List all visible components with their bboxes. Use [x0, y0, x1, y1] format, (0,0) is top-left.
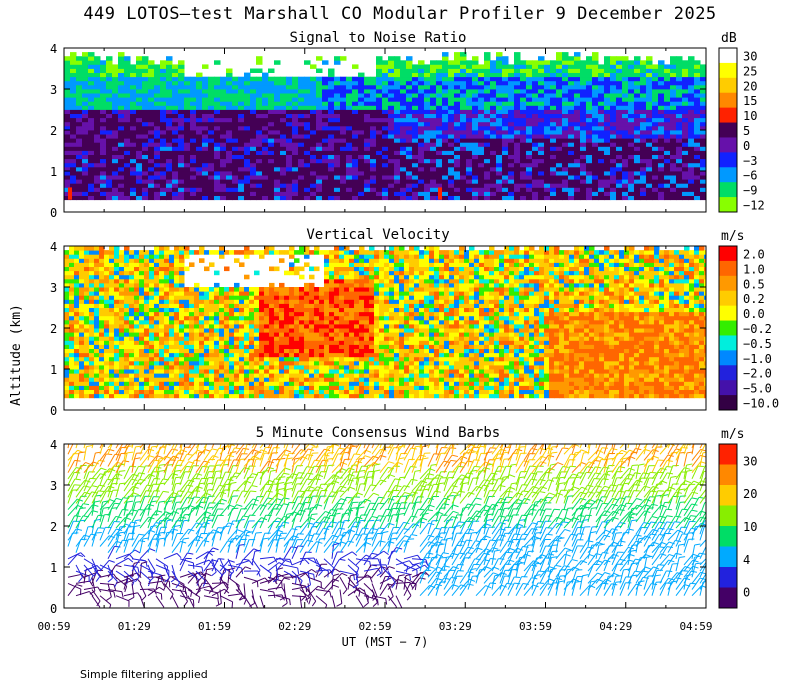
x-tick-label: 04:29 [599, 620, 632, 633]
colorbar-swatch [719, 546, 737, 568]
colorbar-label: 20 [743, 79, 757, 93]
y-tick-label: 3 [50, 83, 57, 97]
y-tick-label: 4 [50, 438, 57, 452]
y-tick-label: 2 [50, 124, 57, 138]
wind-panel-title: 5 Minute Consensus Wind Barbs [255, 425, 501, 441]
velocity-heatmap [64, 246, 706, 399]
y-tick-label: 0 [50, 602, 57, 616]
y-tick-label: 2 [50, 322, 57, 336]
colorbar-swatch [719, 305, 737, 322]
colorbar-label: 20 [743, 487, 757, 501]
colorbar-label: 4 [743, 553, 750, 567]
colorbar-swatch [719, 505, 737, 527]
colorbar-label: −1.0 [743, 352, 772, 366]
colorbar-swatch [719, 137, 737, 153]
colorbar-swatch [719, 380, 737, 396]
colorbar-label: 0.0 [743, 307, 765, 321]
colorbar-swatch [719, 444, 737, 465]
colorbar-swatch [719, 152, 737, 168]
x-tick-label: 01:59 [198, 620, 231, 633]
y-tick-label: 0 [50, 206, 57, 220]
colorbar-swatch [719, 365, 737, 381]
colorbar-swatch [719, 567, 737, 588]
x-tick-label: 01:29 [118, 620, 151, 633]
colorbar-unit: m/s [721, 229, 744, 244]
colorbar-label: −2.0 [743, 367, 772, 381]
colorbar-unit: dB [721, 31, 737, 46]
x-axis-label: UT (MST − 7) [342, 635, 429, 649]
colorbar-label: 2.0 [743, 247, 765, 261]
colorbar-label: 1.0 [743, 262, 765, 276]
colorbar-label: −0.2 [743, 322, 772, 336]
x-tick-label: 00:59 [37, 620, 70, 633]
colorbar-swatch [719, 464, 737, 486]
colorbar-label: 0 [743, 586, 750, 600]
main-title: 449 LOTOS—test Marshall CO Modular Profi… [83, 4, 717, 24]
y-tick-label: 2 [50, 520, 57, 534]
colorbar-label: 30 [743, 454, 757, 468]
colorbar-swatch [719, 167, 737, 183]
colorbar-label: 5 [743, 124, 750, 138]
colorbar-label: −3 [743, 154, 757, 168]
colorbar-unit: m/s [721, 427, 744, 442]
colorbar-swatch [719, 275, 737, 292]
footnote: Simple filtering applied [80, 668, 208, 681]
y-tick-label: 4 [50, 42, 57, 56]
colorbar-label: 0.5 [743, 277, 765, 291]
colorbar-label: −12 [743, 199, 765, 213]
colorbar-label: 30 [743, 49, 757, 63]
colorbar-swatch [719, 526, 737, 547]
y-tick-label: 1 [50, 363, 57, 377]
x-tick-label: 03:29 [439, 620, 472, 633]
y-tick-label: 0 [50, 404, 57, 418]
colorbar-label: 0.2 [743, 292, 765, 306]
colorbar-label: 15 [743, 94, 757, 108]
y-tick-label: 4 [50, 240, 57, 254]
colorbar-label: 25 [743, 64, 757, 78]
colorbar-swatch [719, 182, 737, 198]
colorbar-swatch [719, 122, 737, 138]
colorbar-label: 10 [743, 520, 757, 534]
y-tick-label: 3 [50, 281, 57, 295]
y-axis-label: Altitude (km) [9, 304, 24, 406]
colorbar-swatch [719, 587, 737, 609]
y-tick-label: 1 [50, 165, 57, 179]
x-tick-label: 02:59 [358, 620, 391, 633]
colorbar-swatch [719, 107, 737, 124]
x-tick-label: 03:59 [519, 620, 552, 633]
colorbar-label: −6 [743, 169, 757, 183]
colorbar-label: −5.0 [743, 382, 772, 396]
colorbar-swatch [719, 92, 737, 109]
colorbar-swatch [719, 62, 737, 79]
colorbar-label: −10.0 [743, 397, 779, 411]
y-tick-label: 3 [50, 479, 57, 493]
colorbar-swatch [719, 350, 737, 366]
wind-barbs-plot [67, 444, 706, 608]
velocity-panel-title: Vertical Velocity [306, 227, 450, 243]
colorbar-label: 10 [743, 109, 757, 123]
colorbar-label: 0 [743, 139, 750, 153]
colorbar-swatch [719, 48, 737, 64]
snr-heatmap [64, 52, 706, 201]
colorbar-swatch [719, 246, 737, 262]
colorbar-swatch [719, 485, 737, 506]
x-tick-label: 02:29 [278, 620, 311, 633]
colorbar-label: −9 [743, 184, 757, 198]
colorbar-swatch [719, 335, 737, 351]
snr-panel-title: Signal to Noise Ratio [289, 30, 467, 46]
x-tick-label: 04:59 [679, 620, 712, 633]
colorbar-swatch [719, 290, 737, 307]
colorbar-label: −0.5 [743, 337, 772, 351]
y-tick-label: 1 [50, 561, 57, 575]
plot-frame-2 [63, 443, 707, 609]
colorbar-swatch [719, 77, 737, 94]
colorbar-swatch [719, 320, 737, 336]
colorbar-swatch [719, 395, 737, 411]
colorbar-swatch [719, 197, 737, 213]
colorbar-swatch [719, 260, 737, 277]
